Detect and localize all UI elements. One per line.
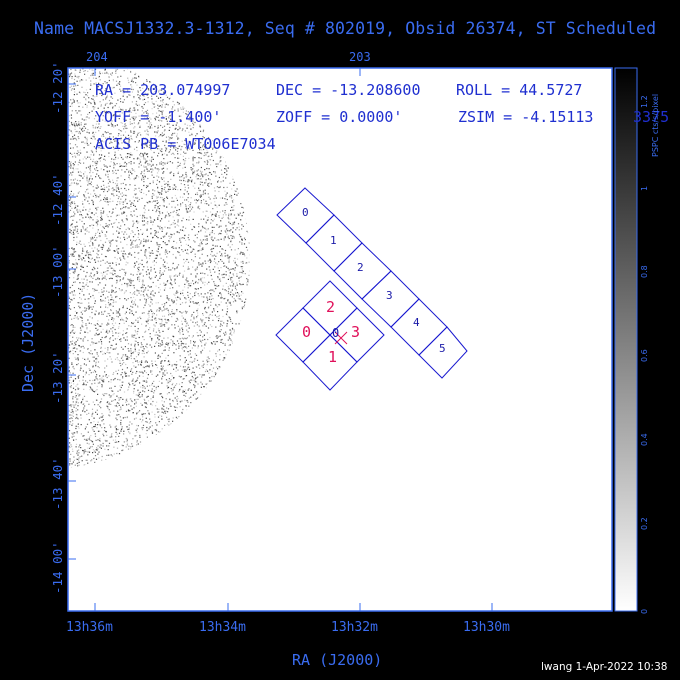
info-dec: DEC = -13.208600: [276, 81, 421, 99]
info-zsim: ZSIM = -4.15113: [458, 108, 594, 126]
top-tick-203: 203: [349, 50, 371, 64]
colorbar-tick-0.6: 0.6: [640, 349, 649, 362]
bottom-tick-13h30m: 13h30m: [463, 620, 510, 635]
acis-s-label-2: 2: [357, 261, 364, 274]
acis-i-label-2: 2: [326, 298, 336, 316]
acis-s-label-3: 3: [386, 289, 393, 302]
acis-s-chip-5: [418, 326, 468, 379]
left-tick-1400: -14 00': [50, 541, 65, 594]
y-axis-label: Dec (J2000): [19, 292, 37, 392]
info-zoff: ZOFF = 0.0000': [276, 108, 403, 126]
plot-frame: [67, 67, 613, 612]
left-tick-1220: -12 20': [50, 61, 65, 114]
footer-timestamp: lwang 1-Apr-2022 10:38: [541, 661, 668, 673]
colorbar: [615, 68, 637, 611]
aimpoint-cross: [334, 331, 348, 345]
left-tick-1340: -13 40': [50, 457, 65, 510]
acis-i-array: [275, 280, 385, 391]
acis-i-label-1: 1: [328, 348, 338, 366]
bottom-tick-13h34m: 13h34m: [199, 620, 246, 635]
acis-s-array: [276, 187, 468, 379]
left-tick-1300: -13 00': [50, 245, 65, 298]
aimpoint-label: 0: [332, 326, 340, 340]
left-tick-1240: -12 40': [50, 173, 65, 226]
acis-i-label-3: 3: [351, 323, 361, 341]
top-tick-204: 204: [86, 50, 108, 64]
colorbar-tick-0.2: 0.2: [640, 517, 649, 530]
colorbar-tick-0.8: 0.8: [640, 265, 649, 278]
colorbar-label: PSPC cts/s/pixel: [651, 93, 660, 157]
bottom-tick-13h36m: 13h36m: [66, 620, 113, 635]
colorbar-tick-1: 1: [640, 185, 649, 191]
acis-s-label-1: 1: [330, 234, 337, 247]
colorbar-tick-0.4: 0.4: [640, 433, 649, 446]
x-axis-label: RA (J2000): [292, 651, 383, 669]
info-acis: ACIS PB = WT006E7034: [95, 135, 276, 153]
info-ra: RA = 203.074997: [95, 81, 231, 99]
left-tick-1320: -13 20': [50, 351, 65, 404]
acis-s-label-4: 4: [413, 316, 420, 329]
info-roll: ROLL = 44.5727: [456, 81, 583, 99]
acis-i-chip-1: [302, 334, 358, 391]
acis-s-label-5: 5: [439, 342, 446, 355]
colorbar-tick-1.2: 1.2: [640, 95, 649, 108]
acis-s-label-0: 0: [302, 206, 309, 219]
acis-i-label-0: 0: [302, 323, 312, 341]
info-yoff: YOFF = -1.400': [95, 108, 222, 126]
colorbar-tick-0: 0: [640, 608, 649, 614]
plot-title: Name MACSJ1332.3-1312, Seq # 802019, Obs…: [34, 19, 657, 38]
bottom-tick-13h32m: 13h32m: [331, 620, 378, 635]
info-zsim-overflow: 3375: [633, 108, 670, 126]
